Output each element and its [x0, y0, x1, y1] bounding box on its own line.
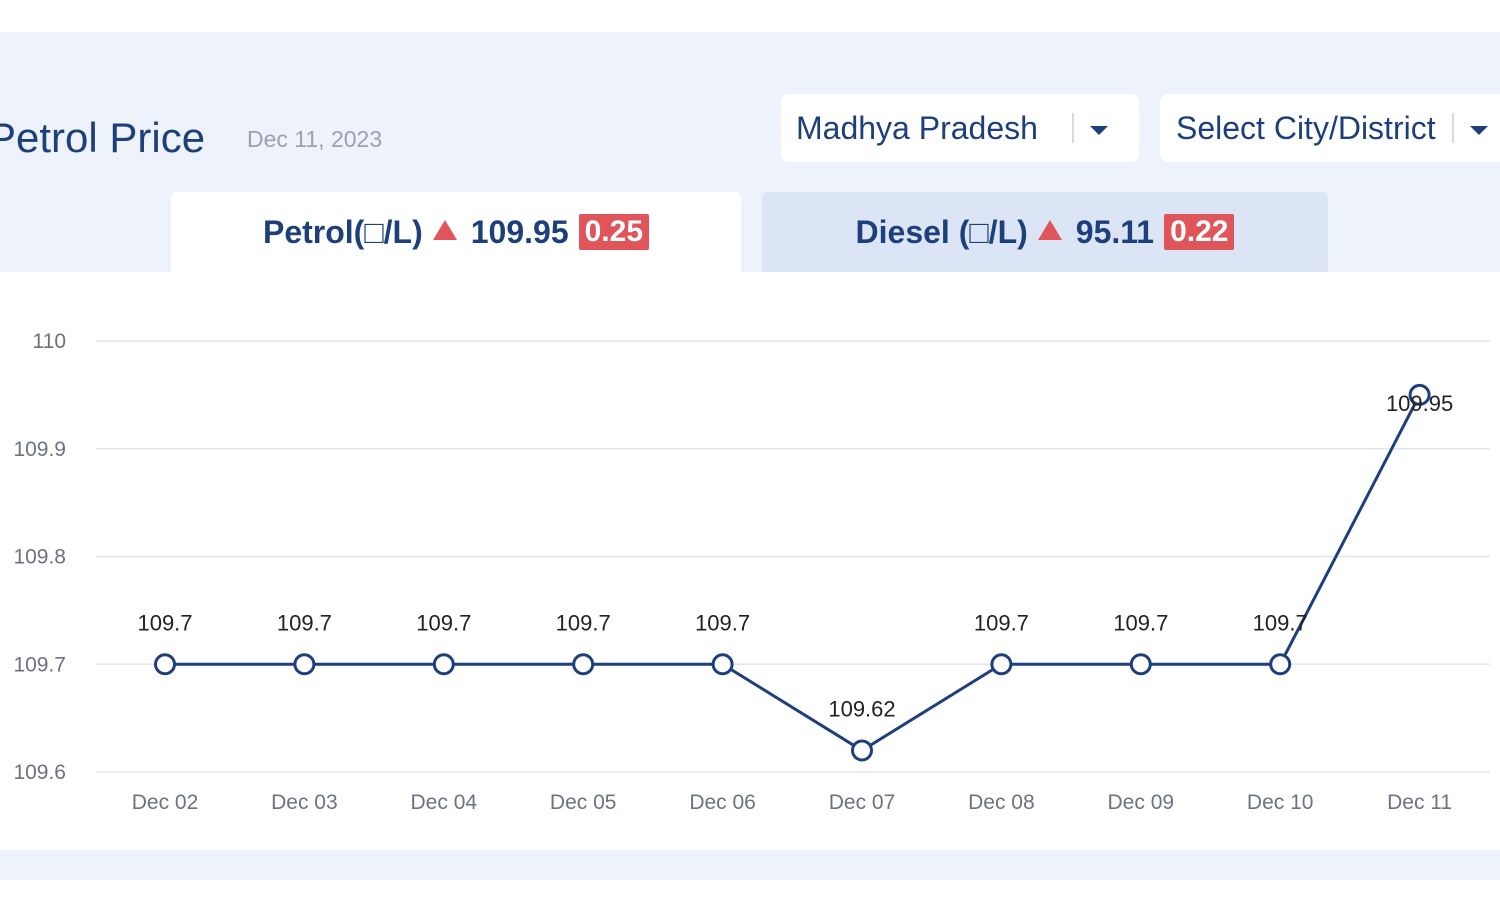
x-tick-label: Dec 06 [689, 791, 756, 814]
series-line [165, 394, 1421, 753]
y-tick-label: 109.7 [13, 653, 66, 676]
data-label: 109.7 [137, 610, 192, 635]
x-tick-label: Dec 08 [968, 791, 1035, 814]
data-point [1129, 653, 1152, 676]
diesel-price: 95.11 [1075, 213, 1155, 250]
price-date: Dec 11, 2023 [247, 126, 383, 152]
data-point [1269, 653, 1292, 676]
tab-petrol-label: Petrol(□/L) [262, 213, 423, 250]
footer-band [0, 850, 1500, 880]
y-tick-label: 109.8 [13, 546, 66, 569]
data-label: 109.7 [416, 610, 471, 635]
select-separator [1071, 113, 1074, 143]
state-select-value: Madhya Pradesh [796, 109, 1038, 146]
y-tick-label: 109.9 [13, 438, 66, 461]
y-tick-label: 109.6 [13, 761, 66, 784]
price-chart: 109.6 109.7 109.8 109.9 110 Dec 02 Dec 03 Dec 0… [0, 272, 1500, 850]
petrol-price: 109.95 [470, 213, 569, 250]
caret-down-icon [1469, 125, 1488, 135]
city-select[interactable]: Select City/District [1160, 94, 1500, 162]
caret-down-icon [1089, 125, 1108, 135]
petrol-change-badge: 0.25 [578, 214, 650, 250]
data-label: 109.7 [974, 610, 1029, 635]
x-tick-label: Dec 09 [1108, 791, 1175, 814]
data-label: 109.62 [828, 696, 895, 721]
data-label: 109.7 [695, 610, 750, 635]
diesel-change-badge: 0.22 [1164, 214, 1235, 250]
city-select-value: Select City/District [1176, 109, 1436, 146]
data-point [990, 653, 1013, 676]
data-label: 109.7 [556, 610, 611, 635]
data-label: 109.7 [1113, 610, 1168, 635]
x-tick-label: Dec 05 [550, 791, 617, 814]
top-bar [0, 0, 1500, 32]
data-point [572, 653, 595, 676]
tab-petrol[interactable]: Petrol(□/L) 109.95 0.25 [171, 192, 741, 272]
data-label: 109.7 [1253, 610, 1308, 635]
x-tick-label: Dec 10 [1247, 791, 1314, 814]
data-point [1408, 383, 1431, 406]
x-tick-label: Dec 02 [132, 791, 199, 814]
x-tick-label: Dec 11 [1387, 791, 1452, 814]
x-tick-label: Dec 07 [829, 791, 896, 814]
triangle-up-icon [432, 220, 457, 240]
data-label: 109.7 [277, 610, 332, 635]
page-title: Petrol Price [0, 114, 206, 161]
price-line-chart: 109.6 109.7 109.8 109.9 110 Dec 02 Dec 03 Dec 0… [13, 330, 1490, 814]
select-separator [1451, 113, 1454, 143]
data-point [154, 653, 176, 676]
data-point [711, 653, 734, 676]
tab-diesel[interactable]: Diesel (□/L) 95.11 0.22 [762, 192, 1328, 272]
x-tick-label: Dec 03 [271, 791, 338, 814]
data-point [851, 739, 873, 762]
triangle-up-icon [1037, 220, 1062, 240]
data-label: 109.95 [1386, 391, 1453, 416]
tab-diesel-label: Diesel (□/L) [855, 213, 1028, 250]
x-tick-label: Dec 04 [411, 791, 478, 814]
y-tick-label: 110 [33, 330, 66, 353]
data-point [293, 653, 316, 676]
state-select[interactable]: Madhya Pradesh [781, 94, 1139, 162]
data-point [432, 653, 455, 676]
